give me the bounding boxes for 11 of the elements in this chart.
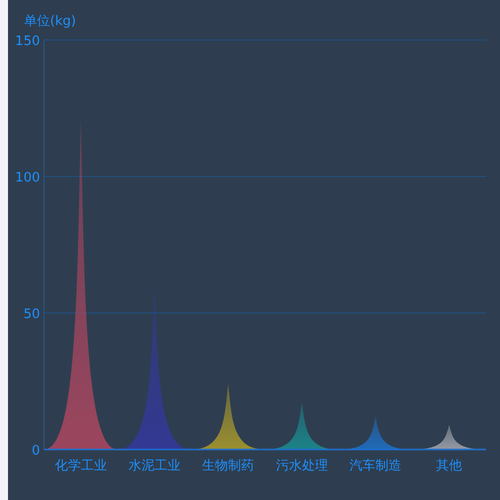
x-tick-label: 污水处理 [276,458,328,474]
y-tick-label: 50 [23,307,40,322]
x-tick-label: 汽车制造 [350,458,402,474]
x-tick-label: 水泥工业 [128,458,180,474]
x-tick-label: 其他 [436,458,462,474]
y-tick-label: 0 [32,444,40,458]
x-tick-label: 化学工业 [54,458,107,474]
y-tick-label: 100 [15,170,40,186]
y-axis-title: 单位(kg) [24,14,76,29]
y-tick-label: 150 [15,34,40,49]
x-tick-label: 生物制药 [202,458,254,474]
